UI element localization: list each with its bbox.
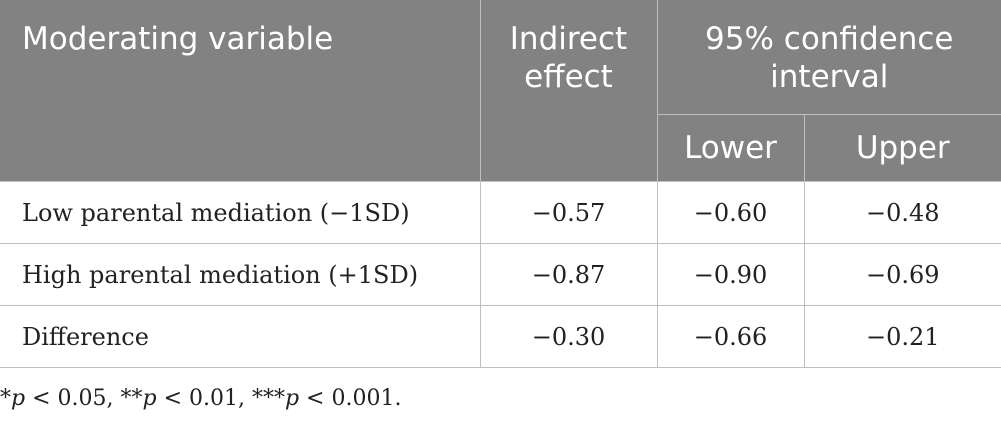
header-confidence-interval: 95% confidence interval [656,0,1001,115]
table-row: Low parental mediation (−1SD) −0.57 −0.6… [0,181,1001,244]
row-label: High parental mediation (+1SD) [0,243,481,306]
indirect-effect-value: −0.30 [479,305,658,368]
header-moderating-variable: Moderating variable [0,0,481,182]
row-label: Low parental mediation (−1SD) [0,181,481,244]
results-table: Moderating variable Indirect effect 95% … [0,0,1001,368]
lower-ci-value: −0.66 [656,305,805,368]
lower-ci-value: −0.60 [656,181,805,244]
indirect-effect-value: −0.87 [479,243,658,306]
upper-ci-value: −0.48 [803,181,1001,244]
lower-ci-value: −0.90 [656,243,805,306]
upper-ci-value: −0.21 [803,305,1001,368]
upper-ci-value: −0.69 [803,243,1001,306]
table-header: Moderating variable Indirect effect 95% … [0,0,1001,182]
table-row: Difference −0.30 −0.66 −0.21 [0,305,1001,368]
table-row: High parental mediation (+1SD) −0.87 −0.… [0,243,1001,306]
significance-footnote: *p < 0.05, **p < 0.01, ***p < 0.001. [0,386,402,411]
header-upper: Upper [803,114,1001,182]
indirect-effect-value: −0.57 [479,181,658,244]
header-lower: Lower [656,114,805,182]
header-indirect-effect: Indirect effect [479,0,658,182]
row-label: Difference [0,305,481,368]
